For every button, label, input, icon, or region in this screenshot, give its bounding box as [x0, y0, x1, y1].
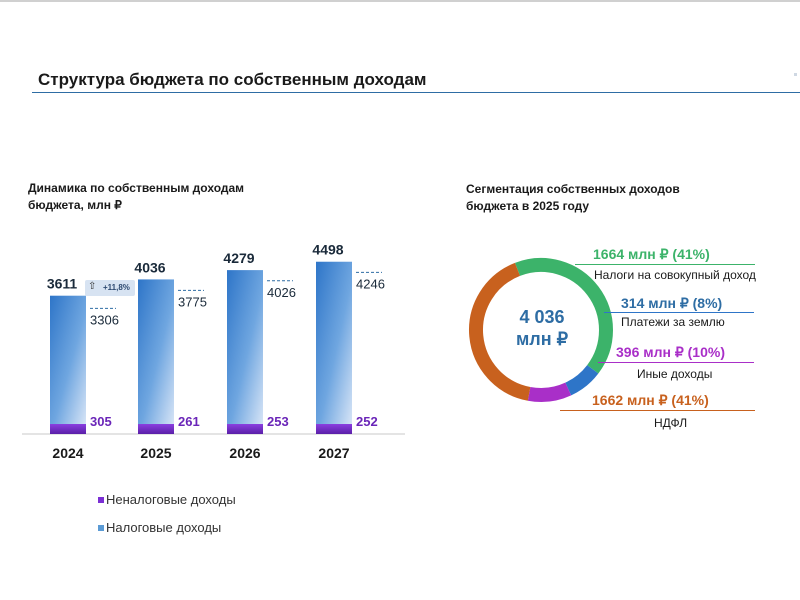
total-label-2024: 3611: [47, 276, 78, 292]
total-label-2027: 4498: [312, 242, 343, 258]
legend-swatch-nontax: [98, 497, 104, 503]
bar-tax-2025: [138, 279, 174, 424]
slice-value-ndfl: 1662 млн ₽ (41%): [592, 392, 709, 408]
slice-rule-land: [604, 312, 754, 313]
category-label-2026: 2026: [229, 445, 260, 461]
legend-item-nontax: Неналоговые доходы: [98, 492, 236, 507]
donut-chart-title-line1: Сегментация собственных доходов: [466, 182, 680, 196]
slice-value-land: 314 млн ₽ (8%): [621, 295, 723, 311]
total-label-2025: 4036: [134, 259, 165, 275]
category-label-2025: 2025: [140, 445, 171, 461]
nontax-value-2026: 253: [267, 414, 289, 429]
bar-chart-title: Динамика по собственным доходам бюджета,…: [28, 180, 244, 214]
nontax-value-2024: 305: [90, 414, 112, 429]
corner-marker: [794, 73, 797, 76]
legend-swatch-tax: [98, 525, 104, 531]
donut-center-value: 4 036: [519, 307, 565, 327]
category-label-2024: 2024: [52, 445, 83, 461]
bar-nontax-2026: [227, 424, 263, 434]
slice-rule-usn: [575, 264, 755, 265]
total-label-2026: 4279: [223, 250, 254, 266]
slice-rule-ndfl: [560, 410, 755, 411]
bar-chart-title-line1: Динамика по собственным доходам: [28, 181, 245, 195]
donut-slice-land: [565, 364, 599, 396]
slice-value-usn: 1664 млн ₽ (41%): [593, 246, 710, 262]
bar-nontax-2027: [316, 424, 352, 434]
slice-label-land: Платежи за землю: [621, 315, 725, 329]
donut-chart-title: Сегментация собственных доходов бюджета …: [466, 181, 680, 215]
legend-item-tax: Налоговые доходы: [98, 520, 222, 535]
donut-slice-ndfl: [469, 262, 531, 401]
bar-nontax-2025: [138, 424, 174, 434]
growth-badge-label: +11,8%: [103, 283, 130, 292]
bar-nontax-2024: [50, 424, 86, 434]
tax-value-2027: 4246: [356, 276, 385, 291]
bar-tax-2024: [50, 295, 86, 424]
bar-tax-2027: [316, 261, 352, 424]
title-underline: [32, 92, 800, 93]
page-title: Структура бюджета по собственным доходам: [38, 70, 427, 89]
arrow-up-icon: ⇧: [88, 281, 97, 292]
slice-label-other: Иные доходы: [637, 367, 713, 381]
tax-value-2026: 4026: [267, 285, 296, 300]
donut-center-total: 4 036 млн ₽: [502, 306, 582, 350]
slice-label-usn: Налоги на совокупный доход: [594, 268, 756, 282]
tax-value-2025: 3775: [178, 294, 207, 309]
tax-value-2024: 3306: [90, 312, 119, 327]
top-border: [0, 0, 800, 2]
donut-chart-title-line2: бюджета в 2025 году: [466, 199, 590, 213]
bar-chart-title-line2: бюджета, млн ₽: [28, 198, 122, 212]
slice-rule-other: [598, 362, 754, 363]
donut-slice-other: [527, 382, 572, 402]
slice-label-ndfl: НДФЛ: [654, 416, 688, 430]
nontax-value-2027: 252: [356, 414, 378, 429]
category-label-2027: 2027: [318, 445, 349, 461]
legend-label-nontax: Неналоговые доходы: [106, 492, 236, 507]
legend-label-tax: Налоговые доходы: [106, 520, 222, 535]
donut-chart: [469, 258, 613, 402]
slice-value-other: 396 млн ₽ (10%): [616, 344, 725, 360]
bar-tax-2026: [227, 270, 263, 424]
donut-center-unit: млн ₽: [515, 329, 569, 349]
donut-slice-usn: [514, 258, 613, 374]
nontax-value-2025: 261: [178, 414, 200, 429]
bar-chart: 3611 3306 305 2024 4036 3775 261 2025 4279 4026 25…: [22, 242, 405, 461]
growth-badge: ⇧ +11,8%: [85, 280, 135, 296]
